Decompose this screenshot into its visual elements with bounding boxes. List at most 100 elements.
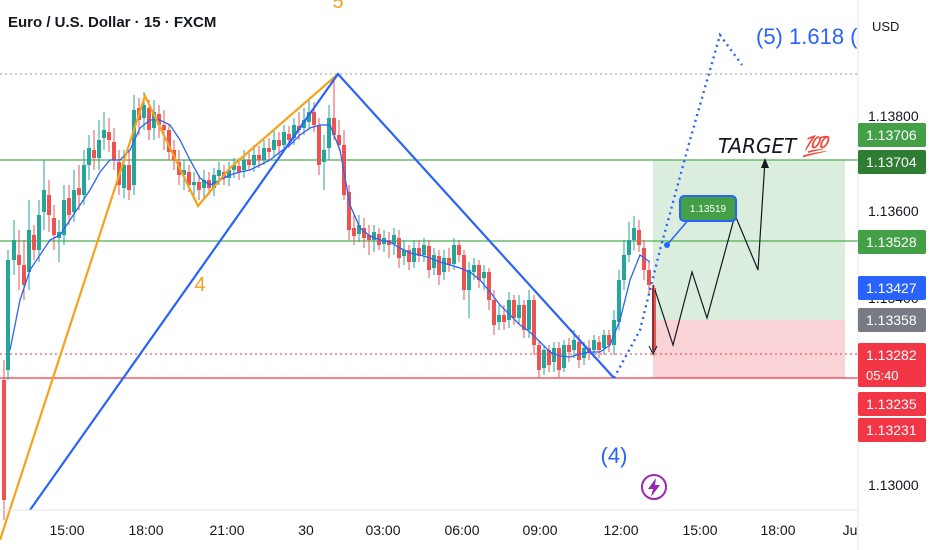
symbol-title: Euro / U.S. Dollar · 15 · FXCM: [8, 14, 217, 31]
candle: [537, 340, 541, 378]
candle: [597, 336, 601, 358]
candle: [337, 120, 341, 150]
candle: [602, 330, 606, 355]
candle: [352, 215, 356, 245]
candle: [437, 250, 441, 285]
price-tag: 1.13528: [858, 230, 926, 254]
candle: [37, 200, 41, 262]
price-tag: 1.13282 05:40: [858, 343, 926, 387]
svg-text:1.13528: 1.13528: [866, 234, 917, 250]
candle: [2, 360, 6, 520]
x-tick-label: 30: [298, 522, 314, 538]
svg-text:1.13706: 1.13706: [866, 127, 917, 143]
candle: [47, 180, 51, 232]
candle: [447, 248, 451, 272]
candle: [387, 232, 391, 258]
candle: [62, 185, 66, 245]
projection-dotted-line: [612, 32, 743, 379]
lightning-bolt-glyph: [648, 478, 660, 497]
candle: [12, 220, 16, 275]
candle: [452, 238, 456, 270]
candle: [6, 250, 10, 380]
candle: [402, 240, 406, 265]
candle: [567, 338, 571, 362]
candle: [247, 150, 251, 170]
candle: [522, 300, 526, 338]
candle: [347, 185, 351, 240]
candle: [357, 215, 361, 242]
forecast-arrow-icon: [761, 158, 769, 168]
price-tag: 1.13231: [858, 418, 926, 442]
candle: [212, 168, 216, 196]
candle: [617, 270, 621, 330]
candle: [652, 285, 656, 356]
candle: [77, 165, 81, 210]
wave-label-5-projection: (5) 1.618 (: [756, 24, 858, 49]
callout-text: 1.13519: [690, 204, 727, 215]
candle: [92, 130, 96, 170]
candle: [552, 342, 556, 372]
candle: [417, 240, 421, 262]
candle: [557, 342, 561, 378]
candle: [432, 248, 436, 275]
candle: [487, 268, 491, 310]
wave-label-4-bracket: (4): [601, 443, 628, 468]
svg-text:1.13231: 1.13231: [866, 422, 917, 438]
candle: [542, 345, 546, 375]
candle: [427, 240, 431, 278]
svg-text:05:40: 05:40: [866, 368, 899, 383]
wave-label-5: 5: [332, 0, 343, 13]
price-labels: 1.13706 1.13704 1.13528 1.13427 1.13358 1.132…: [858, 123, 926, 442]
callout-connector: [666, 217, 691, 246]
price-tag: 1.13235: [858, 392, 926, 416]
candle: [497, 305, 501, 330]
candle: [622, 240, 626, 290]
candle: [407, 245, 411, 270]
candle: [282, 125, 286, 150]
candle: [462, 250, 466, 300]
candle: [317, 118, 321, 175]
candle: [322, 135, 326, 190]
candle: [482, 265, 486, 290]
moving-average-line: [9, 119, 651, 358]
candle: [512, 295, 516, 325]
candle: [67, 185, 71, 225]
candle: [637, 220, 641, 252]
callout-box[interactable]: [679, 195, 737, 222]
price-tag: 1.13704: [858, 150, 926, 174]
candle: [612, 310, 616, 355]
candle: [327, 105, 331, 160]
candle: [367, 225, 371, 255]
candle: [82, 150, 86, 205]
candle: [277, 132, 281, 155]
svg-text:1.13235: 1.13235: [866, 396, 917, 412]
candle: [472, 258, 476, 280]
candle: [107, 118, 111, 152]
svg-text:1.13704: 1.13704: [866, 154, 917, 170]
svg-text:1.13282: 1.13282: [866, 347, 917, 363]
candle: [192, 172, 196, 195]
stop-zone: [653, 320, 845, 378]
x-tick-label: 09:00: [522, 522, 557, 538]
x-tick-label: Ju: [843, 522, 858, 538]
price-tag: 1.13706: [858, 123, 926, 147]
wave-label-4: 4: [194, 274, 205, 296]
candle: [647, 262, 651, 295]
candle: [422, 238, 426, 262]
candle: [42, 160, 46, 230]
y-tick-label: 1.13800: [868, 108, 919, 124]
candle: [272, 130, 276, 158]
candle: [372, 225, 376, 252]
candle: [112, 128, 116, 170]
currency-label: USD: [872, 19, 899, 34]
candle: [17, 230, 21, 290]
svg-text:1.13427: 1.13427: [866, 280, 917, 296]
candle: [32, 225, 36, 260]
candle: [532, 295, 536, 355]
x-tick-label: 06:00: [444, 522, 479, 538]
candle: [257, 146, 261, 168]
candle: [127, 150, 131, 200]
blue-wave-line: [29, 72, 615, 511]
